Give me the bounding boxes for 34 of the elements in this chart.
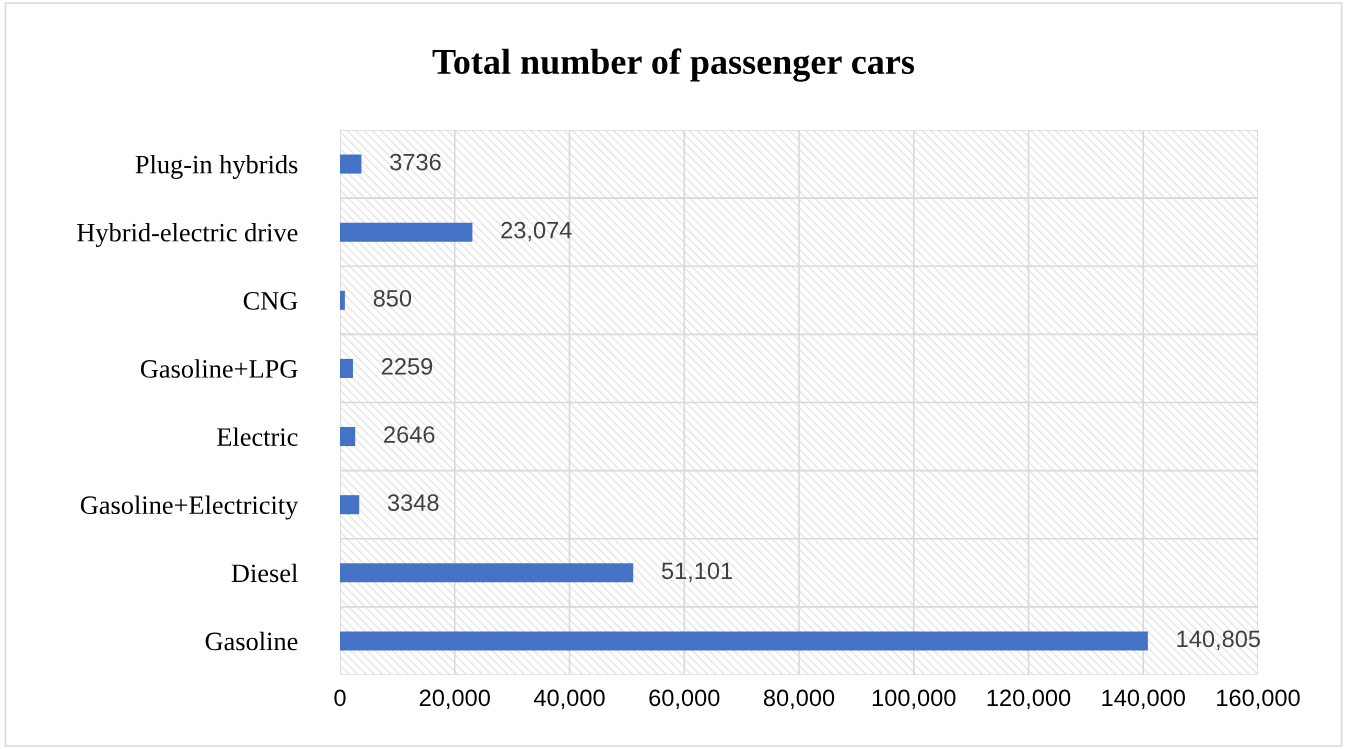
bar xyxy=(340,427,356,447)
x-tick-label: 40,000 xyxy=(533,689,605,710)
y-tick-label: Electric xyxy=(217,427,298,446)
y-tick-label: Diesel xyxy=(231,563,298,583)
x-tick-label: 0 xyxy=(334,689,346,707)
data-label: 2646 xyxy=(384,426,435,443)
x-tick-label: 20,000 xyxy=(419,689,490,710)
chart-title: Total number of passenger cars xyxy=(432,48,915,82)
x-tick-label: 140,000 xyxy=(1102,689,1185,710)
y-tick-label: Gasoline xyxy=(205,631,298,651)
y-tick-label: Hybrid-electric drive xyxy=(77,223,298,248)
x-tick-label: 120,000 xyxy=(987,689,1071,710)
bar xyxy=(340,495,360,515)
x-tick-label: 160,000 xyxy=(1217,689,1300,710)
bar xyxy=(340,290,345,310)
x-tick-label: 80,000 xyxy=(763,689,835,710)
x-tick-label: 100,000 xyxy=(872,689,956,710)
data-label: 3348 xyxy=(387,494,439,512)
y-tick-label: Gasoline+LPG xyxy=(140,359,298,378)
data-label: 23,074 xyxy=(501,221,572,242)
bar xyxy=(340,222,473,242)
bar xyxy=(340,358,353,378)
data-label: 140,805 xyxy=(1177,630,1260,651)
bar xyxy=(340,154,362,174)
bar xyxy=(340,563,634,583)
y-tick-label: CNG xyxy=(243,291,298,310)
data-label: 51,101 xyxy=(661,562,733,582)
data-label: 3736 xyxy=(390,153,441,171)
bar xyxy=(340,631,1148,651)
data-label: 2259 xyxy=(381,358,433,375)
y-tick-label: Plug-in hybrids xyxy=(135,154,298,179)
x-tick-label: 60,000 xyxy=(649,689,720,710)
data-label: 850 xyxy=(373,289,412,307)
y-tick-label: Gasoline+Electricity xyxy=(80,495,299,520)
